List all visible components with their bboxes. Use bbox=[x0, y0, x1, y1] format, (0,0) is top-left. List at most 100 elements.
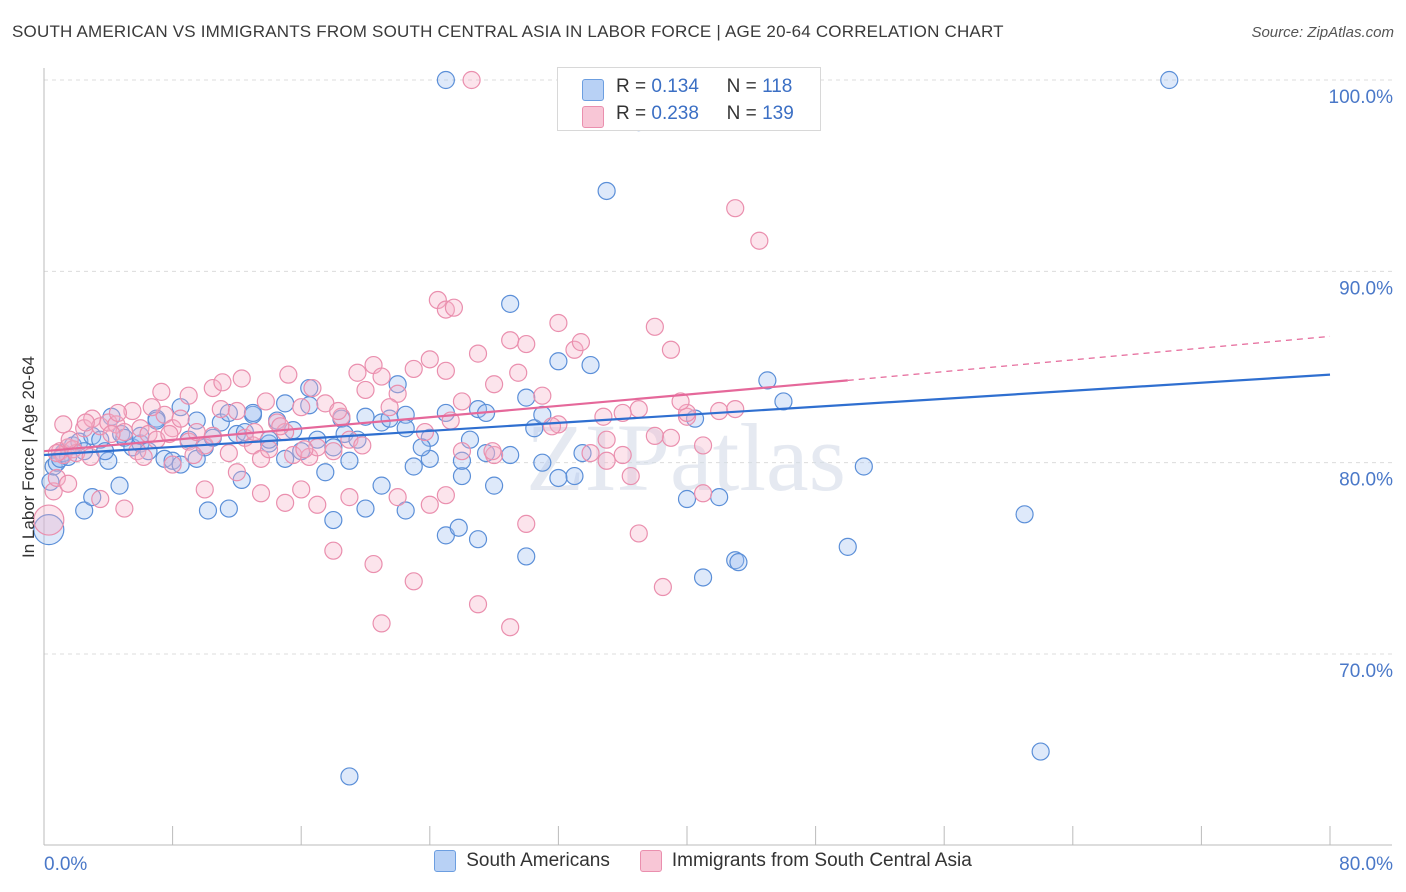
data-point bbox=[276, 394, 295, 413]
data-point bbox=[485, 476, 504, 495]
data-point bbox=[613, 445, 632, 465]
data-point bbox=[653, 577, 672, 597]
data-point bbox=[594, 407, 613, 426]
data-point bbox=[693, 436, 713, 455]
data-point bbox=[110, 476, 129, 495]
stats-r-value: 0.134 bbox=[651, 76, 699, 97]
data-point bbox=[501, 294, 520, 313]
data-point bbox=[372, 367, 391, 386]
data-point bbox=[436, 486, 455, 505]
data-point bbox=[388, 488, 407, 507]
data-point bbox=[412, 438, 431, 457]
y-tick-label: 70.0% bbox=[1339, 661, 1393, 682]
y-tick-label: 100.0% bbox=[1329, 87, 1394, 108]
data-point bbox=[452, 466, 472, 486]
data-point bbox=[726, 551, 745, 570]
data-point bbox=[171, 409, 190, 428]
data-point bbox=[468, 530, 488, 549]
data-point bbox=[364, 554, 383, 574]
data-point bbox=[134, 447, 153, 467]
data-point bbox=[292, 480, 311, 499]
data-point bbox=[758, 371, 777, 390]
x-tick-label: 0.0% bbox=[44, 854, 87, 875]
data-point bbox=[123, 401, 142, 421]
legend-swatch-blue bbox=[434, 850, 457, 872]
legend-item-south-central-asia[interactable]: Immigrants from South Central Asia bbox=[639, 850, 972, 872]
data-point bbox=[726, 199, 745, 218]
data-point bbox=[54, 415, 73, 434]
data-point bbox=[565, 466, 584, 486]
data-point bbox=[533, 453, 552, 472]
data-point bbox=[102, 424, 121, 444]
data-point bbox=[115, 499, 134, 518]
data-point bbox=[256, 392, 275, 411]
data-point bbox=[271, 417, 290, 436]
data-point bbox=[243, 403, 263, 423]
data-point bbox=[645, 317, 664, 336]
data-point bbox=[661, 428, 681, 447]
data-point bbox=[661, 340, 681, 359]
data-point bbox=[324, 438, 343, 457]
legend-swatch-blue bbox=[582, 79, 604, 101]
legend-item-south-americans[interactable]: South Americans bbox=[434, 850, 610, 872]
data-point bbox=[549, 313, 568, 333]
data-point bbox=[372, 476, 391, 495]
data-point bbox=[509, 363, 528, 382]
stats-row-blue: R = 0.134 N = 118 bbox=[582, 76, 792, 101]
data-point bbox=[1031, 742, 1050, 761]
stats-n-label: N = bbox=[726, 76, 757, 97]
data-point bbox=[404, 359, 423, 379]
trend-lines bbox=[43, 335, 1331, 457]
data-point bbox=[324, 541, 343, 560]
data-point bbox=[91, 489, 110, 509]
data-point bbox=[33, 514, 65, 546]
y-tick-label: 80.0% bbox=[1339, 470, 1393, 491]
data-point bbox=[59, 474, 78, 493]
data-point bbox=[99, 451, 118, 470]
data-point bbox=[276, 493, 295, 512]
data-point bbox=[774, 392, 793, 411]
y-axis-label: In Labor Force | Age 20-64 bbox=[19, 356, 38, 558]
data-point bbox=[396, 419, 415, 438]
source-credit: Source: ZipAtlas.com bbox=[1251, 24, 1394, 41]
data-point bbox=[517, 334, 536, 354]
data-point bbox=[485, 375, 504, 394]
data-point bbox=[750, 231, 769, 250]
data-point bbox=[729, 553, 748, 572]
data-point bbox=[340, 488, 359, 507]
legend-label: South Americans bbox=[466, 850, 610, 871]
data-point bbox=[195, 480, 214, 499]
data-point bbox=[232, 369, 251, 388]
data-point bbox=[203, 378, 222, 398]
data-point bbox=[517, 388, 536, 407]
data-point bbox=[259, 434, 279, 453]
data-point bbox=[571, 333, 591, 352]
data-point bbox=[549, 352, 568, 371]
data-point bbox=[356, 499, 375, 518]
data-point bbox=[1015, 505, 1034, 524]
data-point bbox=[404, 457, 423, 476]
data-point bbox=[462, 70, 481, 90]
data-point bbox=[329, 401, 348, 421]
legend-swatch-pink bbox=[582, 106, 604, 128]
data-point bbox=[91, 430, 110, 449]
data-point bbox=[597, 451, 616, 470]
data-point bbox=[483, 442, 502, 461]
stats-n-label: N = bbox=[726, 103, 757, 124]
stats-n-value: 139 bbox=[762, 103, 794, 124]
data-point bbox=[436, 361, 455, 380]
data-point bbox=[388, 384, 407, 403]
data-point bbox=[227, 401, 246, 421]
data-point bbox=[533, 386, 552, 405]
data-point bbox=[251, 484, 271, 503]
data-point bbox=[219, 444, 238, 463]
trend-line-pink-dashed bbox=[847, 335, 1331, 381]
data-point bbox=[219, 499, 238, 518]
data-point bbox=[308, 495, 327, 514]
data-point bbox=[353, 436, 372, 455]
data-point bbox=[75, 501, 94, 520]
data-point bbox=[420, 350, 439, 369]
x-tick-label: 80.0% bbox=[1339, 854, 1393, 875]
data-point bbox=[449, 518, 468, 537]
